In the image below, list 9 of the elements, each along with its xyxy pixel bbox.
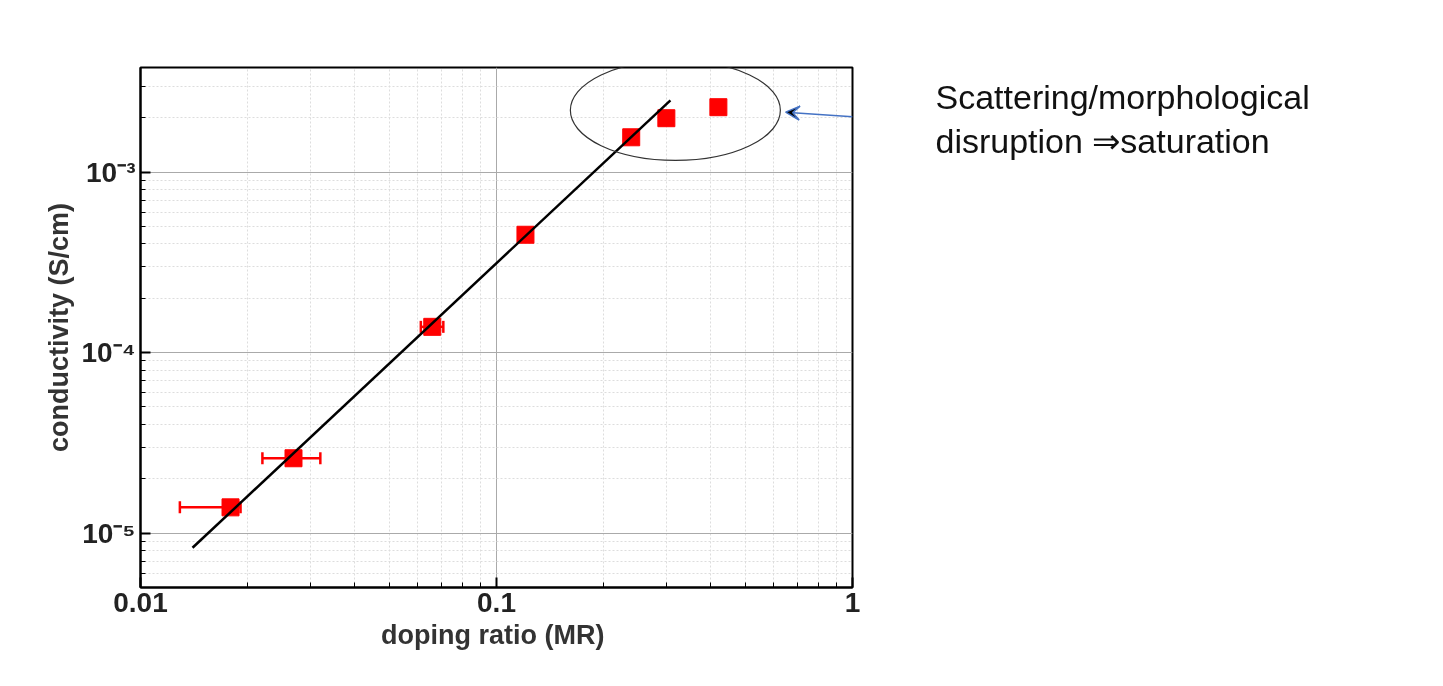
x-tick-label: 1: [844, 586, 861, 618]
y-tick-label: 10⁻⁴: [81, 337, 136, 369]
x-axis-title: doping ratio (MR): [381, 619, 605, 650]
text: Scattering/morphological disruption ⇒saturation: [935, 78, 1310, 160]
x-tick-label: 0.01: [113, 586, 168, 618]
y-tick-label: 10⁻⁵: [82, 517, 136, 549]
x-tick-label: 0.1: [477, 586, 516, 618]
y-axis-title: conductivity (S/cm): [43, 202, 74, 453]
y-tick-label: 10⁻³: [86, 156, 136, 188]
